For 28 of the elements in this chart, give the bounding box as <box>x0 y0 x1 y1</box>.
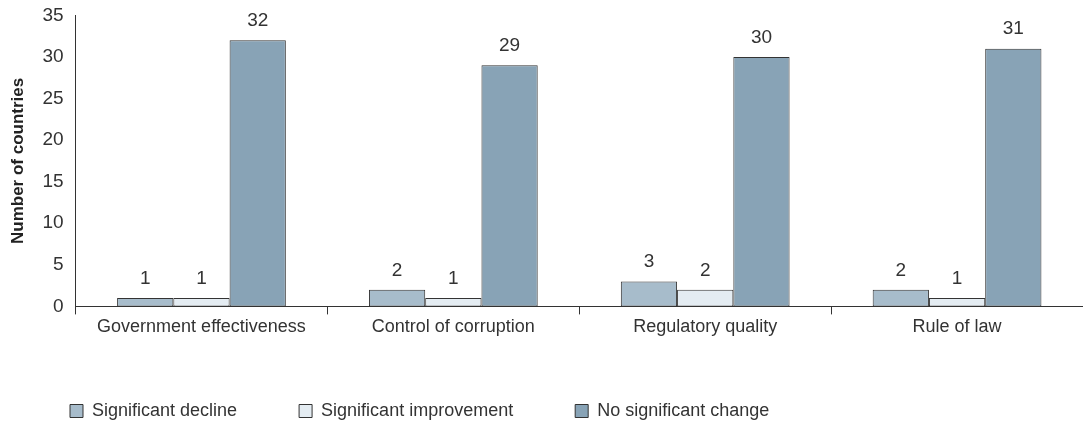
y-tick-label: 0 <box>52 294 64 316</box>
data-label: 1 <box>139 266 151 288</box>
x-tick-label: Regulatory quality <box>633 316 778 337</box>
x-tick-label: Government effectiveness <box>97 316 306 337</box>
data-label: 1 <box>196 266 207 288</box>
y-tick-label: 35 <box>42 3 64 25</box>
data-label: 32 <box>247 9 269 31</box>
x-tick-label: Rule of law <box>912 316 1003 337</box>
y-tick-label: 30 <box>42 45 64 67</box>
data-label: 2 <box>699 258 711 280</box>
data-label: 2 <box>895 258 907 280</box>
legend-label: Significant decline <box>92 399 238 420</box>
y-tick-label: 15 <box>42 169 64 191</box>
data-label: 2 <box>391 258 403 280</box>
y-tick-label: 10 <box>42 211 64 233</box>
data-label: 1 <box>448 266 459 288</box>
legend-label: Significant improvement <box>321 399 514 420</box>
data-label: 29 <box>499 34 521 56</box>
data-label: 31 <box>1002 17 1024 39</box>
y-tick-label: 20 <box>42 128 64 150</box>
y-tick-label: 25 <box>42 86 64 108</box>
legend-label: No significant change <box>597 399 770 420</box>
y-tick-label: 5 <box>52 253 64 275</box>
x-tick-label: Control of corruption <box>371 316 535 337</box>
y-axis-title: Number of countries <box>7 77 27 245</box>
data-label: 30 <box>750 25 773 47</box>
data-label: 3 <box>643 250 655 272</box>
data-label: 1 <box>951 266 963 288</box>
